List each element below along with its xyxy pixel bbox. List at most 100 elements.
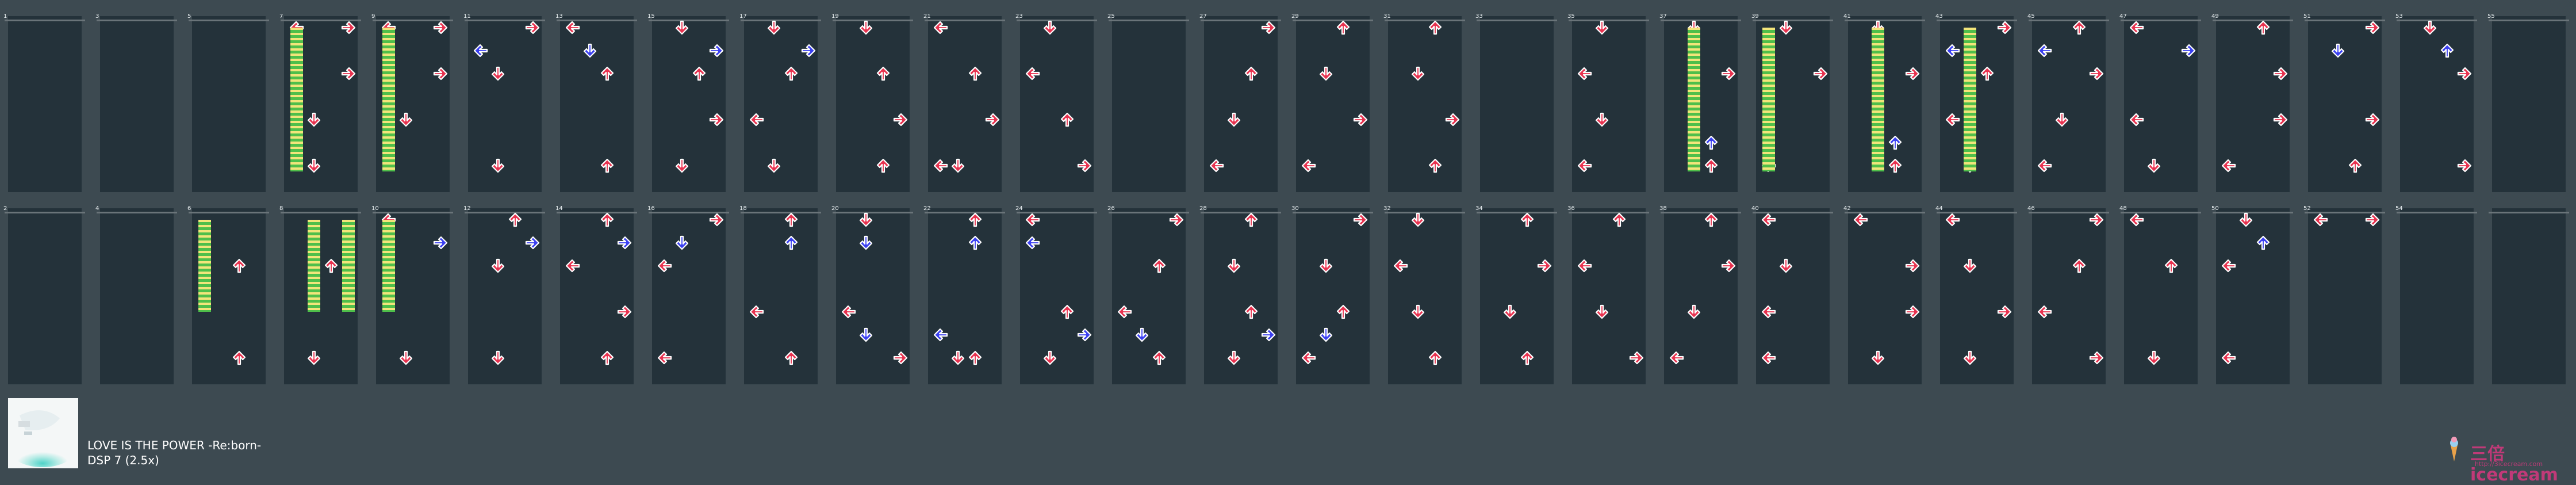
- arrow-right-icon: [1536, 258, 1552, 274]
- hold-note: [382, 220, 395, 312]
- measure-number: 6: [187, 205, 191, 212]
- arrow-up-icon: [1335, 20, 1351, 36]
- arrow-left-icon: [1945, 43, 1961, 59]
- measure-column: [2400, 208, 2474, 384]
- arrow-up-icon: [1703, 158, 1719, 174]
- arrow-up-icon: [783, 350, 799, 366]
- arrow-left-icon: [1393, 258, 1409, 274]
- measure-column: [1572, 208, 1646, 384]
- beat-line: [1293, 20, 1373, 21]
- arrow-left-icon: [933, 327, 949, 343]
- hold-note: [1964, 28, 1976, 171]
- arrow-right-icon: [432, 235, 448, 251]
- arrow-left-icon: [1853, 212, 1869, 228]
- arrow-right-icon: [340, 66, 356, 82]
- arrow-left-icon: [841, 304, 857, 320]
- arrow-up-icon: [967, 235, 983, 251]
- arrow-left-icon: [2037, 43, 2053, 59]
- arrow-down-icon: [2330, 43, 2346, 59]
- beat-line: [2305, 212, 2385, 213]
- arrow-down-icon: [1778, 20, 1794, 36]
- arrow-right-icon: [2272, 112, 2288, 128]
- measure-column: [744, 16, 818, 192]
- measure-column: [468, 208, 542, 384]
- measure-number: 4: [95, 205, 99, 212]
- measure-column: [2032, 208, 2106, 384]
- measure-column: [560, 16, 634, 192]
- arrow-down-icon: [858, 212, 874, 228]
- arrow-down-icon: [1410, 212, 1426, 228]
- arrow-right-icon: [2364, 212, 2380, 228]
- measure-number: 16: [647, 205, 655, 212]
- beat-line: [1017, 212, 1097, 213]
- measure-column: [1480, 208, 1554, 384]
- arrow-left-icon: [749, 112, 765, 128]
- arrow-down-icon: [1134, 327, 1150, 343]
- arrow-left-icon: [473, 43, 489, 59]
- beat-line: [1385, 212, 1465, 213]
- arrow-up-icon: [1979, 66, 1995, 82]
- arrow-up-icon: [1427, 20, 1443, 36]
- beat-line: [833, 212, 913, 213]
- measure-column: [8, 16, 82, 192]
- beat-line: [833, 20, 913, 21]
- arrow-left-icon: [1209, 158, 1225, 174]
- measure-number: 34: [1475, 205, 1483, 212]
- measure-number: 8: [279, 205, 283, 212]
- hold-note: [1872, 28, 1884, 171]
- beat-line: [925, 20, 1005, 21]
- measure-column: [1848, 208, 1922, 384]
- arrow-right-icon: [2088, 212, 2104, 228]
- arrow-up-icon: [1887, 158, 1903, 174]
- hold-note: [1688, 28, 1700, 171]
- arrow-left-icon: [2129, 112, 2145, 128]
- measure-column: [928, 208, 1002, 384]
- measure-number: 3: [95, 13, 99, 20]
- measure-column: [836, 16, 910, 192]
- measure-number: 7: [279, 13, 283, 20]
- arrow-down-icon: [490, 66, 506, 82]
- arrow-left-icon: [565, 258, 581, 274]
- measure-column: [1388, 16, 1462, 192]
- arrow-up-icon: [783, 66, 799, 82]
- arrow-down-icon: [1410, 304, 1426, 320]
- measure-number: 48: [2119, 205, 2127, 212]
- beat-line: [1937, 212, 2017, 213]
- measure-column: [1664, 16, 1738, 192]
- arrow-up-icon: [1427, 158, 1443, 174]
- arrow-right-icon: [1996, 304, 2012, 320]
- arrow-up-icon: [2255, 20, 2271, 36]
- measure-column: [1020, 16, 1094, 192]
- measure-number: 49: [2211, 13, 2219, 20]
- arrow-down-icon: [950, 158, 966, 174]
- arrow-up-icon: [967, 212, 983, 228]
- arrow-up-icon: [1611, 212, 1627, 228]
- beat-line: [2305, 20, 2385, 21]
- arrow-left-icon: [1301, 350, 1317, 366]
- beat-line: [97, 20, 177, 21]
- arrow-right-icon: [1076, 158, 1092, 174]
- measure-number: 2: [3, 205, 7, 212]
- measure-number: 46: [2027, 205, 2035, 212]
- arrow-down-icon: [490, 258, 506, 274]
- beat-line: [1845, 212, 1925, 213]
- beat-line: [649, 212, 729, 213]
- song-difficulty: DSP 7 (2.5x): [87, 453, 159, 467]
- measure-number: 26: [1107, 205, 1115, 212]
- measure-number: 22: [923, 205, 931, 212]
- arrow-up-icon: [507, 212, 523, 228]
- arrow-right-icon: [800, 43, 816, 59]
- arrow-right-icon: [1996, 20, 2012, 36]
- beat-line: [741, 212, 821, 213]
- arrow-right-icon: [708, 212, 724, 228]
- arrow-left-icon: [1025, 66, 1041, 82]
- measure-number: 17: [739, 13, 747, 20]
- arrow-down-icon: [858, 327, 874, 343]
- measure-number: 43: [1935, 13, 1943, 20]
- measure-number: 52: [2303, 205, 2311, 212]
- measure-number: 29: [1291, 13, 1299, 20]
- measure-number: 42: [1843, 205, 1851, 212]
- arrow-left-icon: [565, 20, 581, 36]
- beat-line: [281, 212, 361, 213]
- arrow-left-icon: [1945, 212, 1961, 228]
